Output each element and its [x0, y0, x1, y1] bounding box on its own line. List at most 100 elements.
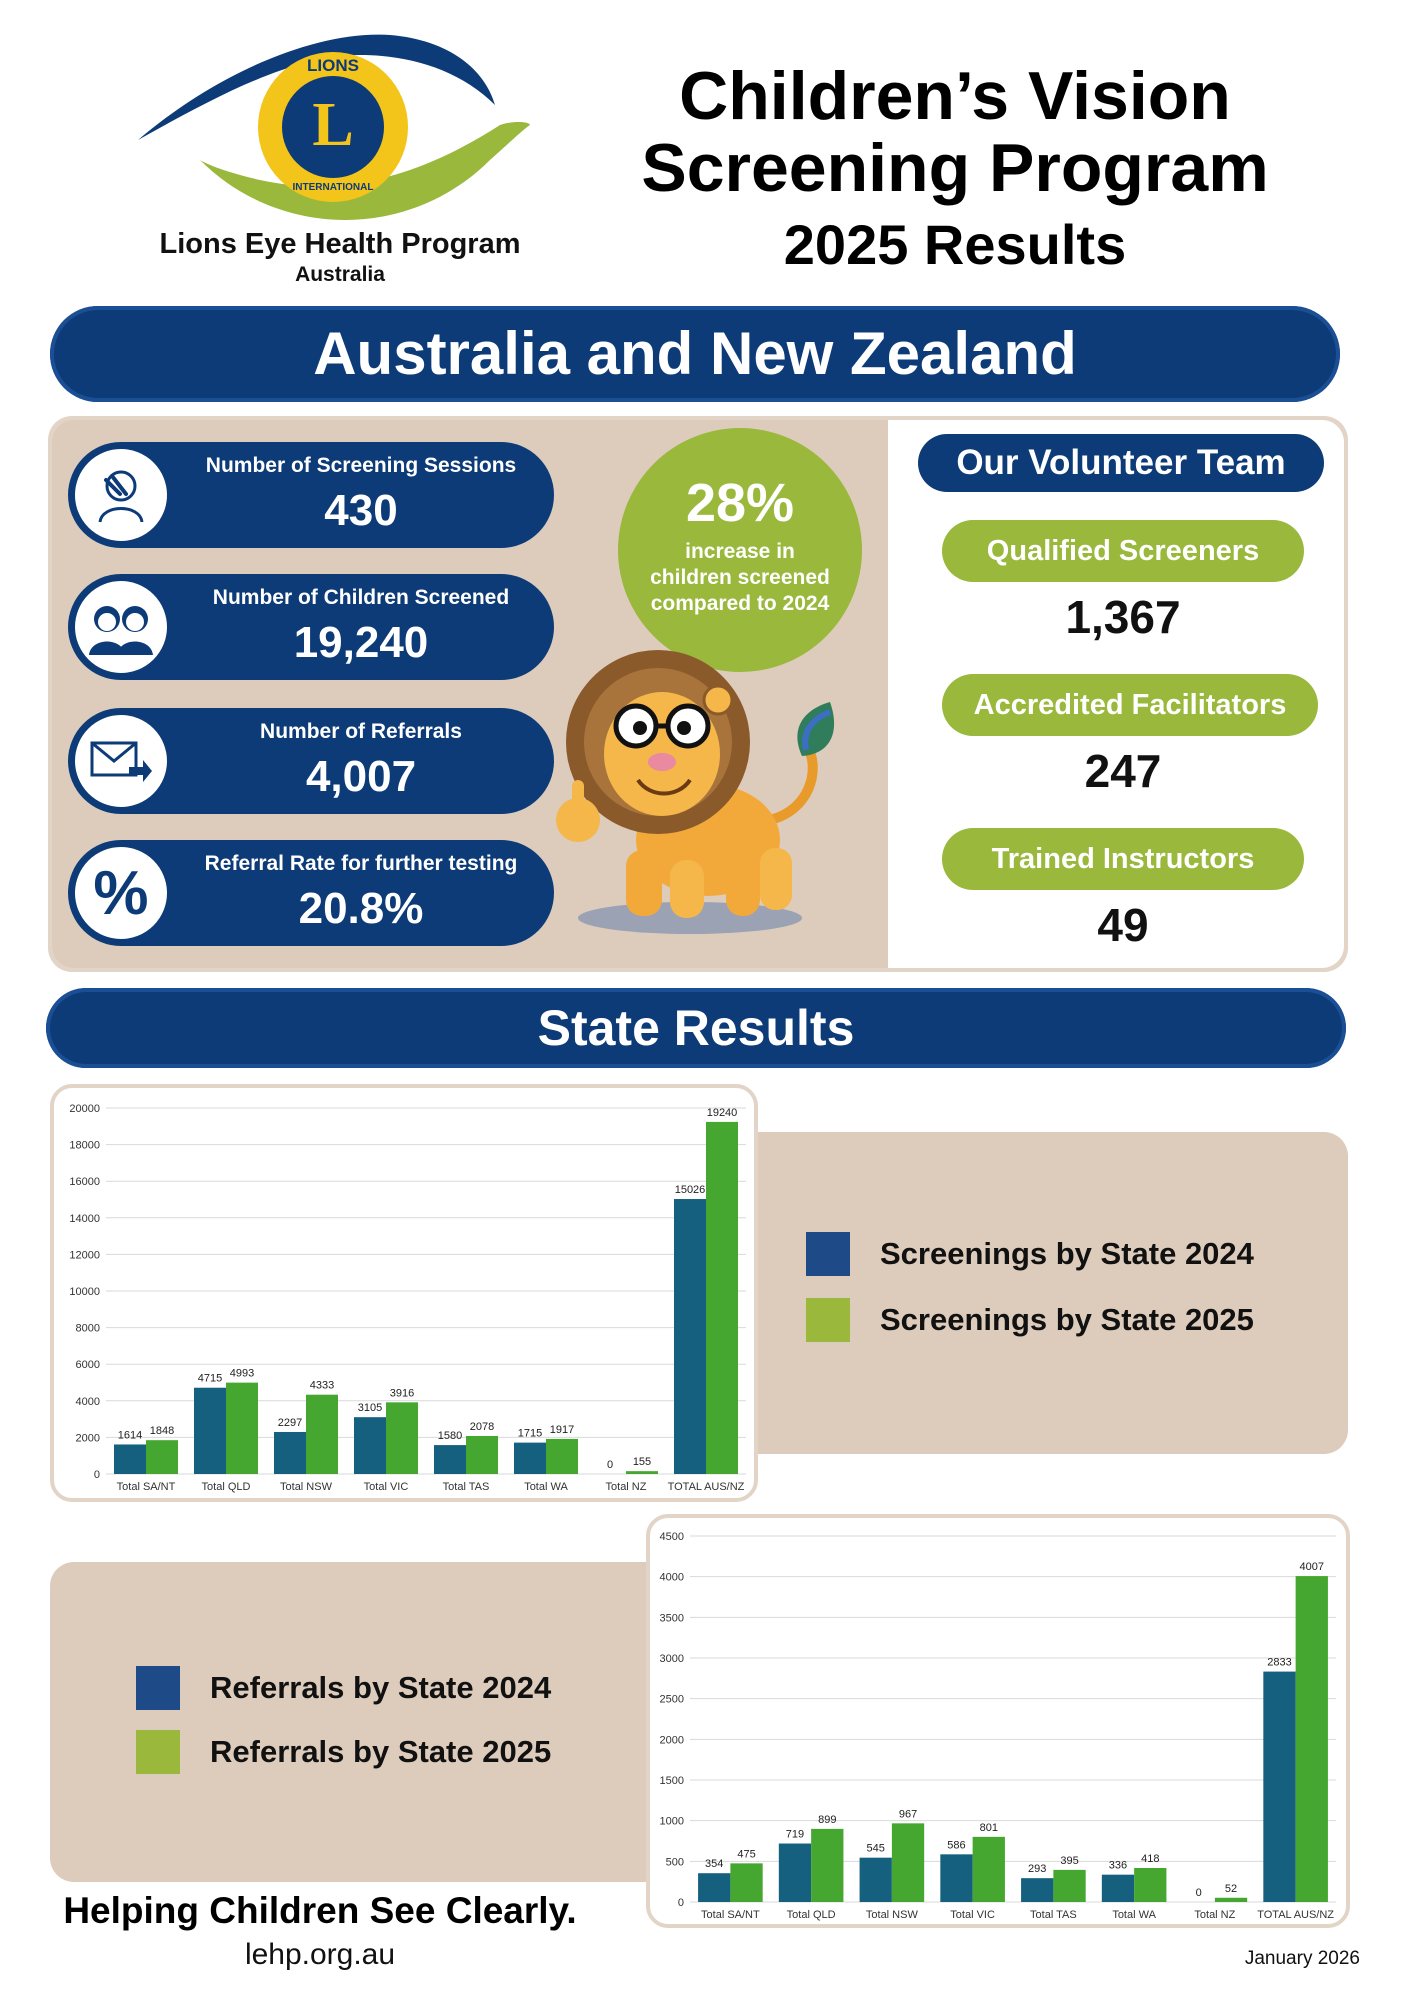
qualified-screeners-value: 1,367 [1065, 591, 1181, 643]
screenings-legend-panel [720, 1132, 1348, 1454]
data-label: 1848 [150, 1425, 174, 1437]
footer-tagline: Helping Children See Clearly. [63, 1890, 577, 1931]
footer-url[interactable]: lehp.org.au [244, 1938, 396, 1971]
y-tick-label: 2500 [660, 1694, 684, 1706]
y-tick-label: 16000 [69, 1176, 100, 1188]
stat-referral-rate: % Referral Rate for further testing 20.8… [68, 840, 554, 946]
legend-swatch [806, 1232, 850, 1276]
bar-2024 [1263, 1671, 1296, 1902]
bar-2025 [546, 1438, 578, 1474]
data-label: 2078 [470, 1421, 494, 1433]
data-label: 15026 [675, 1184, 706, 1196]
region-banner: Australia and New Zealand [50, 306, 1340, 402]
x-tick-label: Total VIC [950, 1909, 995, 1921]
stat-value: 20.8% [298, 884, 424, 933]
y-tick-label: 6000 [76, 1359, 100, 1371]
y-tick-label: 1000 [660, 1816, 684, 1828]
footer-date: January 2026 [1244, 1948, 1360, 1969]
y-tick-label: 18000 [69, 1140, 100, 1152]
x-tick-label: Total WA [524, 1481, 568, 1493]
y-tick-label: 4500 [660, 1531, 684, 1543]
legend-item-2025: Referrals by State 2025 [136, 1730, 551, 1774]
data-label: 4007 [1300, 1561, 1324, 1573]
increase-line-3: compared to 2024 [650, 592, 830, 615]
legend-swatch [136, 1730, 180, 1774]
x-tick-label: Total SA/NT [117, 1481, 176, 1493]
title-line-3: 2025 Results [783, 213, 1127, 276]
data-label: 354 [705, 1858, 723, 1870]
data-label: 801 [980, 1822, 998, 1834]
referrals-legend: Referrals by State 2024 Referrals by Sta… [136, 1666, 551, 1774]
badge-letter: L [312, 91, 354, 159]
bar-2025 [811, 1828, 844, 1902]
y-tick-label: 2000 [76, 1432, 100, 1444]
screenings-chart-box: 0 2000 4000 6000 8000 10000 12000 14000 16000 180… [50, 1084, 758, 1502]
bar-2024 [514, 1442, 546, 1474]
legend-item-2025: Screenings by State 2025 [806, 1298, 1254, 1342]
x-tick-label: Total NZ [1194, 1909, 1235, 1921]
data-label: 475 [737, 1848, 755, 1860]
logo-subtext: Australia [295, 263, 385, 286]
referrals-chart: 0 500 1000 1500 2000 2500 3000 3500 4000 4500 354 4… [660, 1531, 1336, 1921]
data-label: 586 [947, 1839, 965, 1851]
volunteer-team-title: Our Volunteer Team [918, 434, 1324, 492]
stat-screening-sessions: Number of Screening Sessions 430 [68, 442, 554, 548]
y-tick-label: 4000 [660, 1572, 684, 1584]
bar-2025 [226, 1382, 258, 1474]
increase-line-2: children screened [650, 566, 830, 589]
stat-label: Number of Children Screened [212, 586, 510, 609]
bar-2024 [674, 1199, 706, 1474]
x-tick-label: Total NSW [866, 1909, 919, 1921]
bar-2024 [114, 1444, 146, 1474]
data-label: 545 [867, 1843, 885, 1855]
bar-2024 [1021, 1878, 1054, 1902]
x-tick-label: Total QLD [202, 1481, 251, 1493]
data-label: 0 [607, 1459, 613, 1471]
bar-2024 [940, 1854, 973, 1902]
bar-2025 [972, 1836, 1005, 1902]
y-tick-label: 20000 [69, 1103, 100, 1115]
legend-item-2024: Referrals by State 2024 [136, 1666, 551, 1710]
logo: LIONS L INTERNATIONAL Lions Eye Health P… [130, 30, 550, 290]
bar-2024 [859, 1857, 892, 1902]
data-label: 4333 [310, 1380, 334, 1392]
stat-value: 19,240 [293, 618, 429, 667]
data-label: 967 [899, 1808, 917, 1820]
data-label: 155 [633, 1456, 651, 1468]
stat-label: Referral Rate for further testing [204, 852, 518, 875]
data-label: 2297 [278, 1417, 302, 1429]
referrals-legend-panel [50, 1562, 690, 1882]
bar-2025 [146, 1440, 178, 1474]
legend-item-2024: Screenings by State 2024 [806, 1232, 1254, 1276]
data-label: 0 [1196, 1887, 1202, 1899]
bar-2025 [306, 1394, 338, 1474]
stat-value: 430 [324, 486, 398, 535]
data-label: 1917 [550, 1424, 574, 1436]
data-label: 899 [818, 1814, 836, 1826]
lions-badge: LIONS L INTERNATIONAL [258, 52, 408, 202]
bar-2025 [626, 1471, 658, 1474]
increase-value: 28% [685, 473, 795, 533]
legend-label: Referrals by State 2024 [210, 1670, 552, 1705]
x-tick-label: TOTAL AUS/NZ [1257, 1909, 1334, 1921]
data-label: 3105 [358, 1402, 382, 1414]
accredited-facilitators-label: Accredited Facilitators [942, 674, 1318, 736]
children-icon [72, 578, 170, 676]
x-tick-label: Total SA/NT [701, 1909, 760, 1921]
stat-value: 4,007 [305, 752, 417, 801]
y-tick-label: 2000 [660, 1734, 684, 1746]
data-label: 4715 [198, 1373, 222, 1385]
bar-2025 [1134, 1868, 1167, 1902]
data-label: 2833 [1267, 1657, 1291, 1669]
legend-label: Screenings by State 2024 [880, 1236, 1254, 1271]
trained-instructors-value: 49 [1097, 899, 1149, 951]
accredited-facilitators-value: 247 [1084, 745, 1162, 797]
y-tick-label: 3500 [660, 1612, 684, 1624]
title-line-1: Children’s Vision [679, 58, 1231, 134]
y-tick-label: 4000 [76, 1396, 100, 1408]
stat-children-screened: Number of Children Screened 19,240 [68, 574, 554, 680]
data-label: 336 [1109, 1860, 1127, 1872]
bar-2024 [194, 1387, 226, 1474]
y-tick-label: 1500 [660, 1775, 684, 1787]
data-label: 719 [786, 1829, 804, 1841]
